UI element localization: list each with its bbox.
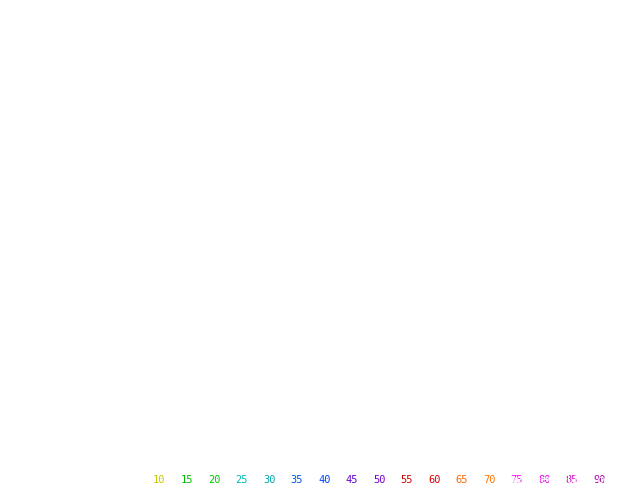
Text: 90: 90 xyxy=(593,475,605,485)
Text: 65: 65 xyxy=(455,475,468,485)
Text: We 19-06-2024 12:00 UTC (00+12): We 19-06-2024 12:00 UTC (00+12) xyxy=(437,455,631,465)
Text: 60: 60 xyxy=(428,475,441,485)
Text: 50: 50 xyxy=(373,475,385,485)
Text: 55: 55 xyxy=(401,475,413,485)
Text: 25: 25 xyxy=(235,475,248,485)
Text: 85: 85 xyxy=(566,475,578,485)
Text: 45: 45 xyxy=(346,475,358,485)
Text: Surface pressure [hPa] ECMWF: Surface pressure [hPa] ECMWF xyxy=(3,455,178,465)
Text: 10: 10 xyxy=(153,475,165,485)
Text: 70: 70 xyxy=(483,475,496,485)
Text: 80: 80 xyxy=(538,475,550,485)
Text: 30: 30 xyxy=(263,475,276,485)
Text: © weatheronline.co.uk: © weatheronline.co.uk xyxy=(497,475,628,485)
Text: 35: 35 xyxy=(290,475,303,485)
Text: 20: 20 xyxy=(208,475,221,485)
Text: 40: 40 xyxy=(318,475,330,485)
Text: 75: 75 xyxy=(510,475,523,485)
Text: 15: 15 xyxy=(181,475,193,485)
Text: Isotachs 10m (km/h): Isotachs 10m (km/h) xyxy=(3,475,122,485)
